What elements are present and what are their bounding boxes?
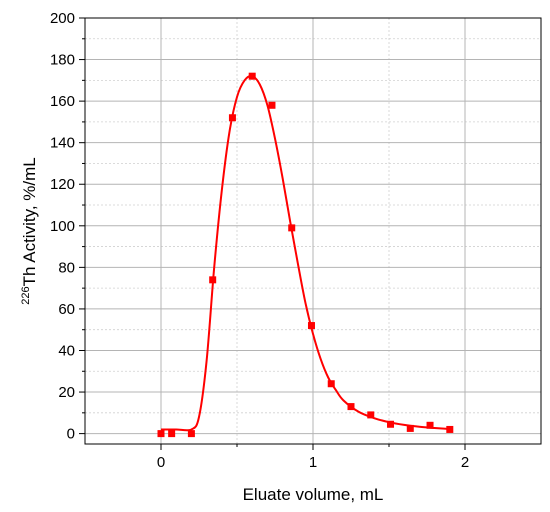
- data-point: [446, 425, 454, 433]
- data-point: [168, 430, 176, 438]
- y-tick-label: 180: [50, 52, 75, 69]
- tick-labels: 0 20 40 60 80 100 120 140 160 180 200 0 1 2: [50, 10, 469, 471]
- data-point: [327, 380, 335, 388]
- data-point: [387, 420, 395, 428]
- data-points: [157, 72, 454, 438]
- x-tick-label: 0: [157, 454, 165, 471]
- y-tick-label: 200: [50, 10, 75, 27]
- data-point: [209, 276, 217, 284]
- y-tick-label: 20: [58, 384, 75, 401]
- data-point: [347, 403, 355, 411]
- data-point: [288, 224, 296, 232]
- y-tick-label: 40: [58, 342, 75, 359]
- data-point: [426, 421, 434, 429]
- y-tick-label: 120: [50, 176, 75, 193]
- y-tick-label: 160: [50, 93, 75, 110]
- data-point: [268, 101, 276, 109]
- x-tick-label: 2: [461, 454, 469, 471]
- y-tick-label: 80: [58, 259, 75, 276]
- data-point: [187, 430, 195, 438]
- y-axis-title-superscript: 226: [20, 286, 32, 304]
- data-point: [367, 411, 375, 419]
- fit-curve: [161, 75, 450, 432]
- data-point: [228, 114, 236, 122]
- data-point: [248, 72, 256, 80]
- x-axis-title: Eluate volume, mL: [243, 485, 384, 504]
- y-axis-title-text: Th Activity, %/mL: [20, 157, 39, 286]
- y-tick-label: 0: [67, 426, 75, 443]
- axis-ticks: [79, 17, 466, 450]
- data-point: [157, 430, 165, 438]
- data-point: [307, 322, 315, 330]
- y-tick-label: 100: [50, 218, 75, 235]
- x-tick-label: 1: [309, 454, 317, 471]
- y-tick-label: 140: [50, 135, 75, 152]
- grid: [85, 17, 541, 444]
- y-axis-title: 226Th Activity, %/mL: [20, 157, 39, 304]
- data-point: [406, 424, 414, 432]
- y-tick-label: 60: [58, 301, 75, 318]
